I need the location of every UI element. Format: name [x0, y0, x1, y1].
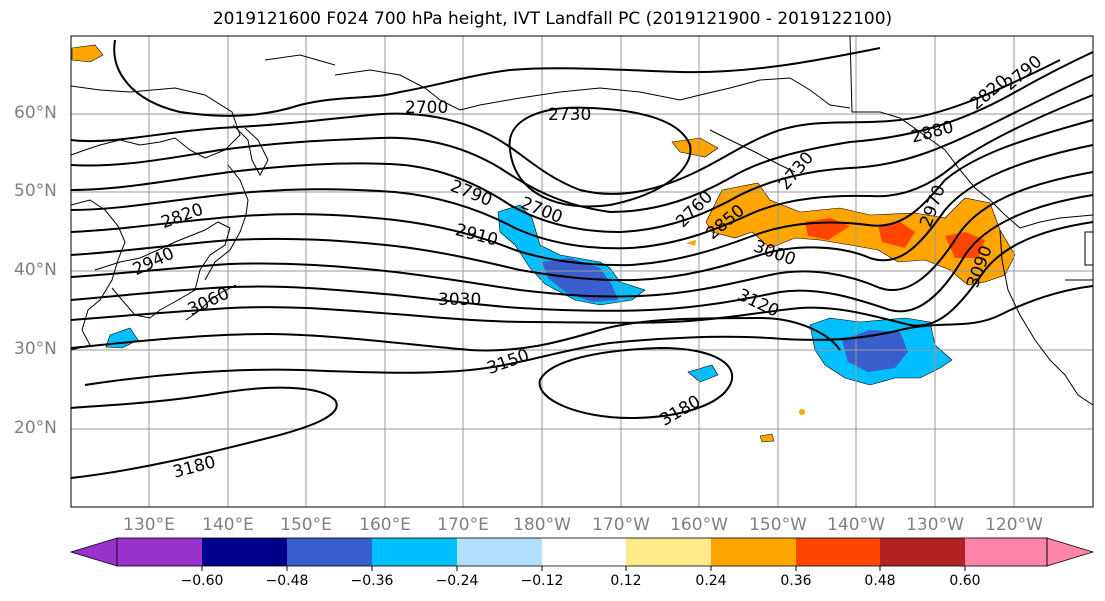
neg-spot-hawaii: [687, 364, 719, 383]
colorbar-tick-label: −0.36: [350, 573, 394, 589]
longitude-label: 120°W: [985, 515, 1043, 535]
longitude-label: 150°E: [280, 515, 332, 535]
pos-spot-small-a: [759, 433, 775, 443]
contour-label: 2700: [405, 98, 448, 118]
pos-core-coast-a: [878, 222, 915, 248]
colorbar-tick-label: −0.60: [180, 573, 224, 589]
colorbar-tick-label: 0.24: [695, 573, 727, 589]
latitude-label: 30°N: [14, 339, 57, 359]
colorbar-segment: [457, 538, 542, 566]
colorbar-tick-label: 0.48: [864, 573, 896, 589]
map-border: [70, 35, 1094, 508]
colorbar-segment: [117, 538, 202, 566]
colorbar-tick-label: −0.12: [520, 573, 564, 589]
contour-label: 2730: [548, 105, 591, 125]
pos-region-northeast-pacific: [705, 182, 1016, 286]
longitude-label: 130°E: [123, 515, 175, 535]
figure-title: 2019121600 F024 700 hPa height, IVT Land…: [212, 9, 893, 29]
neg-core-central-pacific: [542, 258, 618, 302]
longitude-label: 160°W: [670, 515, 728, 535]
contour-label: 3030: [438, 290, 481, 310]
colorbar-segment: [880, 538, 965, 566]
colorbar-tick-label: −0.48: [265, 573, 309, 589]
latitude-label: 50°N: [14, 181, 57, 201]
colorbar-segment: [626, 538, 711, 566]
colorbar-extend-right: [1046, 537, 1095, 567]
latitude-label: 60°N: [14, 103, 57, 123]
pos-spot-small-c: [799, 409, 805, 415]
longitude-label: 140°E: [202, 515, 254, 535]
neg-core-east-pacific: [842, 330, 908, 372]
colorbar-segment: [372, 538, 457, 566]
longitude-label: 180°W: [513, 515, 571, 535]
colorbar-segment: [796, 538, 880, 566]
longitude-label: 170°W: [592, 515, 650, 535]
colorbar-border: [116, 537, 1048, 567]
colorbar-tick-label: 0.36: [780, 573, 812, 589]
colorbar-tick-label: 0.60: [949, 573, 981, 589]
latitude-label: 20°N: [14, 418, 57, 438]
height-contours: [70, 39, 1094, 479]
pos-spot-siberia: [71, 44, 104, 63]
latitude-label: 40°N: [14, 260, 57, 280]
pos-spot-small-b: [686, 240, 696, 246]
colorbar-segment: [711, 538, 796, 566]
longitude-label: 150°W: [749, 515, 807, 535]
colorbar-tick-label: −0.24: [435, 573, 479, 589]
longitude-label: 160°E: [359, 515, 411, 535]
longitude-label: 170°E: [437, 515, 489, 535]
pos-spot-alaska: [671, 137, 719, 158]
longitude-label: 140°W: [827, 515, 885, 535]
colorbar-segment: [542, 538, 626, 566]
colorbar-extend-left: [69, 537, 118, 567]
colorbar-tick-label: 0.12: [610, 573, 642, 589]
colorbar-segment: [202, 538, 287, 566]
colorbar-segment: [965, 538, 1047, 566]
longitude-label: 130°W: [906, 515, 964, 535]
gridlines: [71, 36, 1093, 507]
colorbar: [69, 537, 1095, 571]
colorbar-segment: [287, 538, 372, 566]
